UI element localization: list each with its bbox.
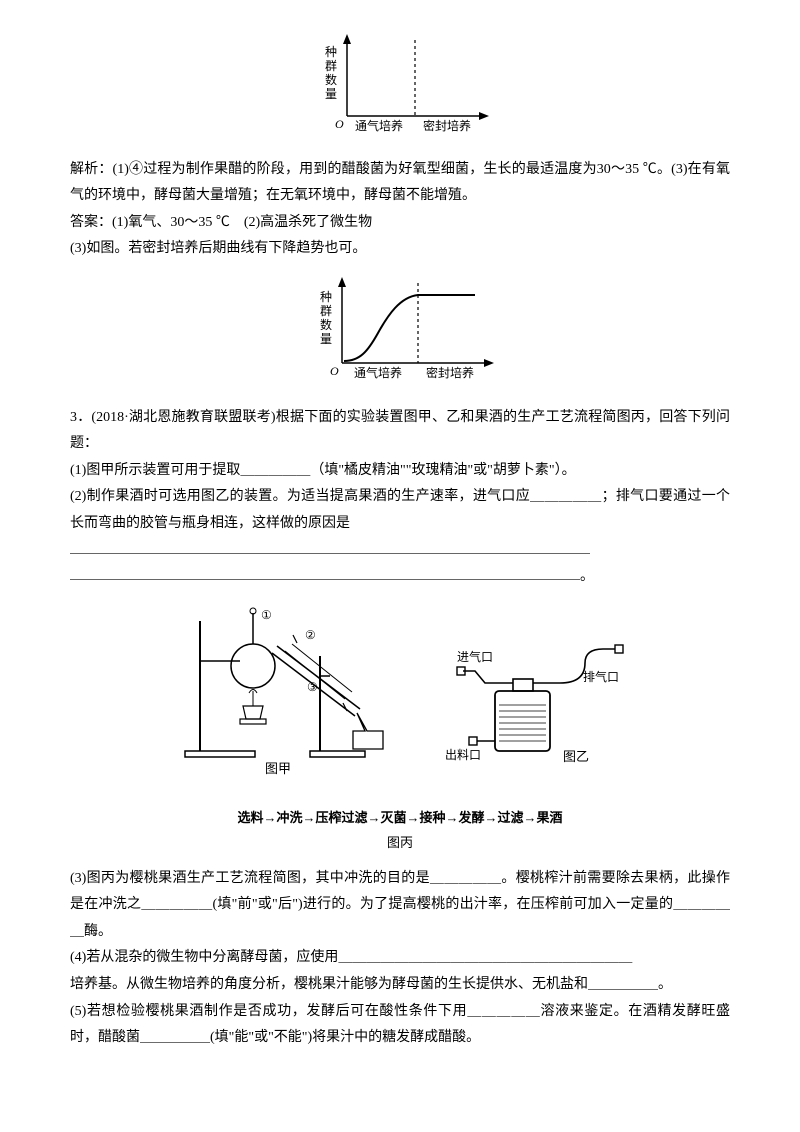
- chart2-yl3: 数: [320, 317, 332, 332]
- analysis-label: 解析：: [70, 162, 113, 177]
- chart2-yl2: 群: [320, 304, 332, 318]
- analysis-text: (1)④过程为制作果醋的阶段，用到的醋酸菌为好氧型细菌，生长的最适温度为30～3…: [70, 162, 730, 204]
- device-svg: ① ② ③ 图甲: [165, 601, 635, 796]
- chart1-x2: 密封培养: [423, 118, 471, 133]
- device-labelC: 图丙: [70, 831, 730, 856]
- chart1-svg: 种 群 数 量 O 通气培养 密封培养: [305, 28, 495, 138]
- device-n1: ①: [261, 608, 272, 622]
- answer-line1: 答案：(1)氧气、30～35 ℃ (2)高温杀死了微生物: [70, 210, 730, 237]
- chart2-x1: 通气培养: [354, 365, 402, 380]
- device-container: ① ② ③ 图甲: [70, 601, 730, 856]
- chart1-origin: O: [335, 117, 344, 131]
- chart1-yl4: 量: [325, 87, 337, 101]
- device-pai: 排气口: [583, 669, 619, 684]
- blank-row2: 。: [70, 564, 730, 591]
- q3-header: 3．(2018·湖北恩施教育联盟联考)根据下面的实验装置图甲、乙和果酒的生产工艺…: [70, 405, 730, 458]
- chart1-yl2: 群: [325, 59, 337, 73]
- device-labelB: 图乙: [563, 749, 589, 764]
- chart1-yl1: 种: [325, 45, 337, 59]
- q3-p3: (3)图丙为樱桃果酒生产工艺流程简图，其中冲洗的目的是＿＿＿＿＿。樱桃榨汁前需要…: [70, 866, 730, 946]
- device-jin: 进气口: [457, 649, 493, 664]
- device-n2: ②: [305, 628, 316, 642]
- blank2[interactable]: [70, 566, 580, 580]
- chart2-container: 种 群 数 量 O 通气培养 密封培养: [70, 271, 730, 397]
- answer-line3: (3)如图。若密封培养后期曲线有下降趋势也可。: [70, 236, 730, 263]
- device-flow: 选料→冲洗→压榨过滤→灭菌→接种→发酵→过滤→果酒: [70, 806, 730, 831]
- blank1[interactable]: [70, 540, 590, 554]
- q3-p2: (2)制作果酒时可选用图乙的装置。为适当提高果酒的生产速率，进气口应＿＿＿＿＿；…: [70, 484, 730, 537]
- chart1-yl3: 数: [325, 72, 337, 87]
- answer1: (1)氧气、30～35 ℃ (2)高温杀死了微生物: [112, 215, 372, 230]
- chart2-origin: O: [330, 364, 339, 378]
- answer-label: 答案：: [70, 215, 112, 230]
- q3-p4b: 培养基。从微生物培养的角度分析，樱桃果汁能够为酵母菌的生长提供水、无机盐和＿＿＿…: [70, 972, 730, 999]
- chart1-x1: 通气培养: [355, 118, 403, 133]
- chart2-x2: 密封培养: [426, 365, 474, 380]
- chart2-yl4: 量: [320, 332, 332, 346]
- chart1-container: 种 群 数 量 O 通气培养 密封培养: [70, 28, 730, 149]
- q3-p1: (1)图甲所示装置可用于提取＿＿＿＿＿（填"橘皮精油""玫瑰精油"或"胡萝卜素"…: [70, 458, 730, 485]
- device-chu: 出料口: [445, 748, 481, 762]
- device-n3: ③: [307, 680, 318, 694]
- blank-row1: [70, 538, 730, 565]
- q3-p5: (5)若想检验樱桃果酒制作是否成功，发酵后可在酸性条件下用＿＿＿＿＿溶液来鉴定。…: [70, 999, 730, 1052]
- chart2-svg: 种 群 数 量 O 通气培养 密封培养: [300, 271, 500, 386]
- device-labelA: 图甲: [265, 761, 291, 776]
- analysis-para: 解析：(1)④过程为制作果醋的阶段，用到的醋酸菌为好氧型细菌，生长的最适温度为3…: [70, 157, 730, 210]
- chart2-yl1: 种: [320, 290, 332, 304]
- q3-p4a: (4)若从混杂的微生物中分离酵母菌，应使用＿＿＿＿＿＿＿＿＿＿＿＿＿＿＿＿＿＿＿…: [70, 945, 730, 972]
